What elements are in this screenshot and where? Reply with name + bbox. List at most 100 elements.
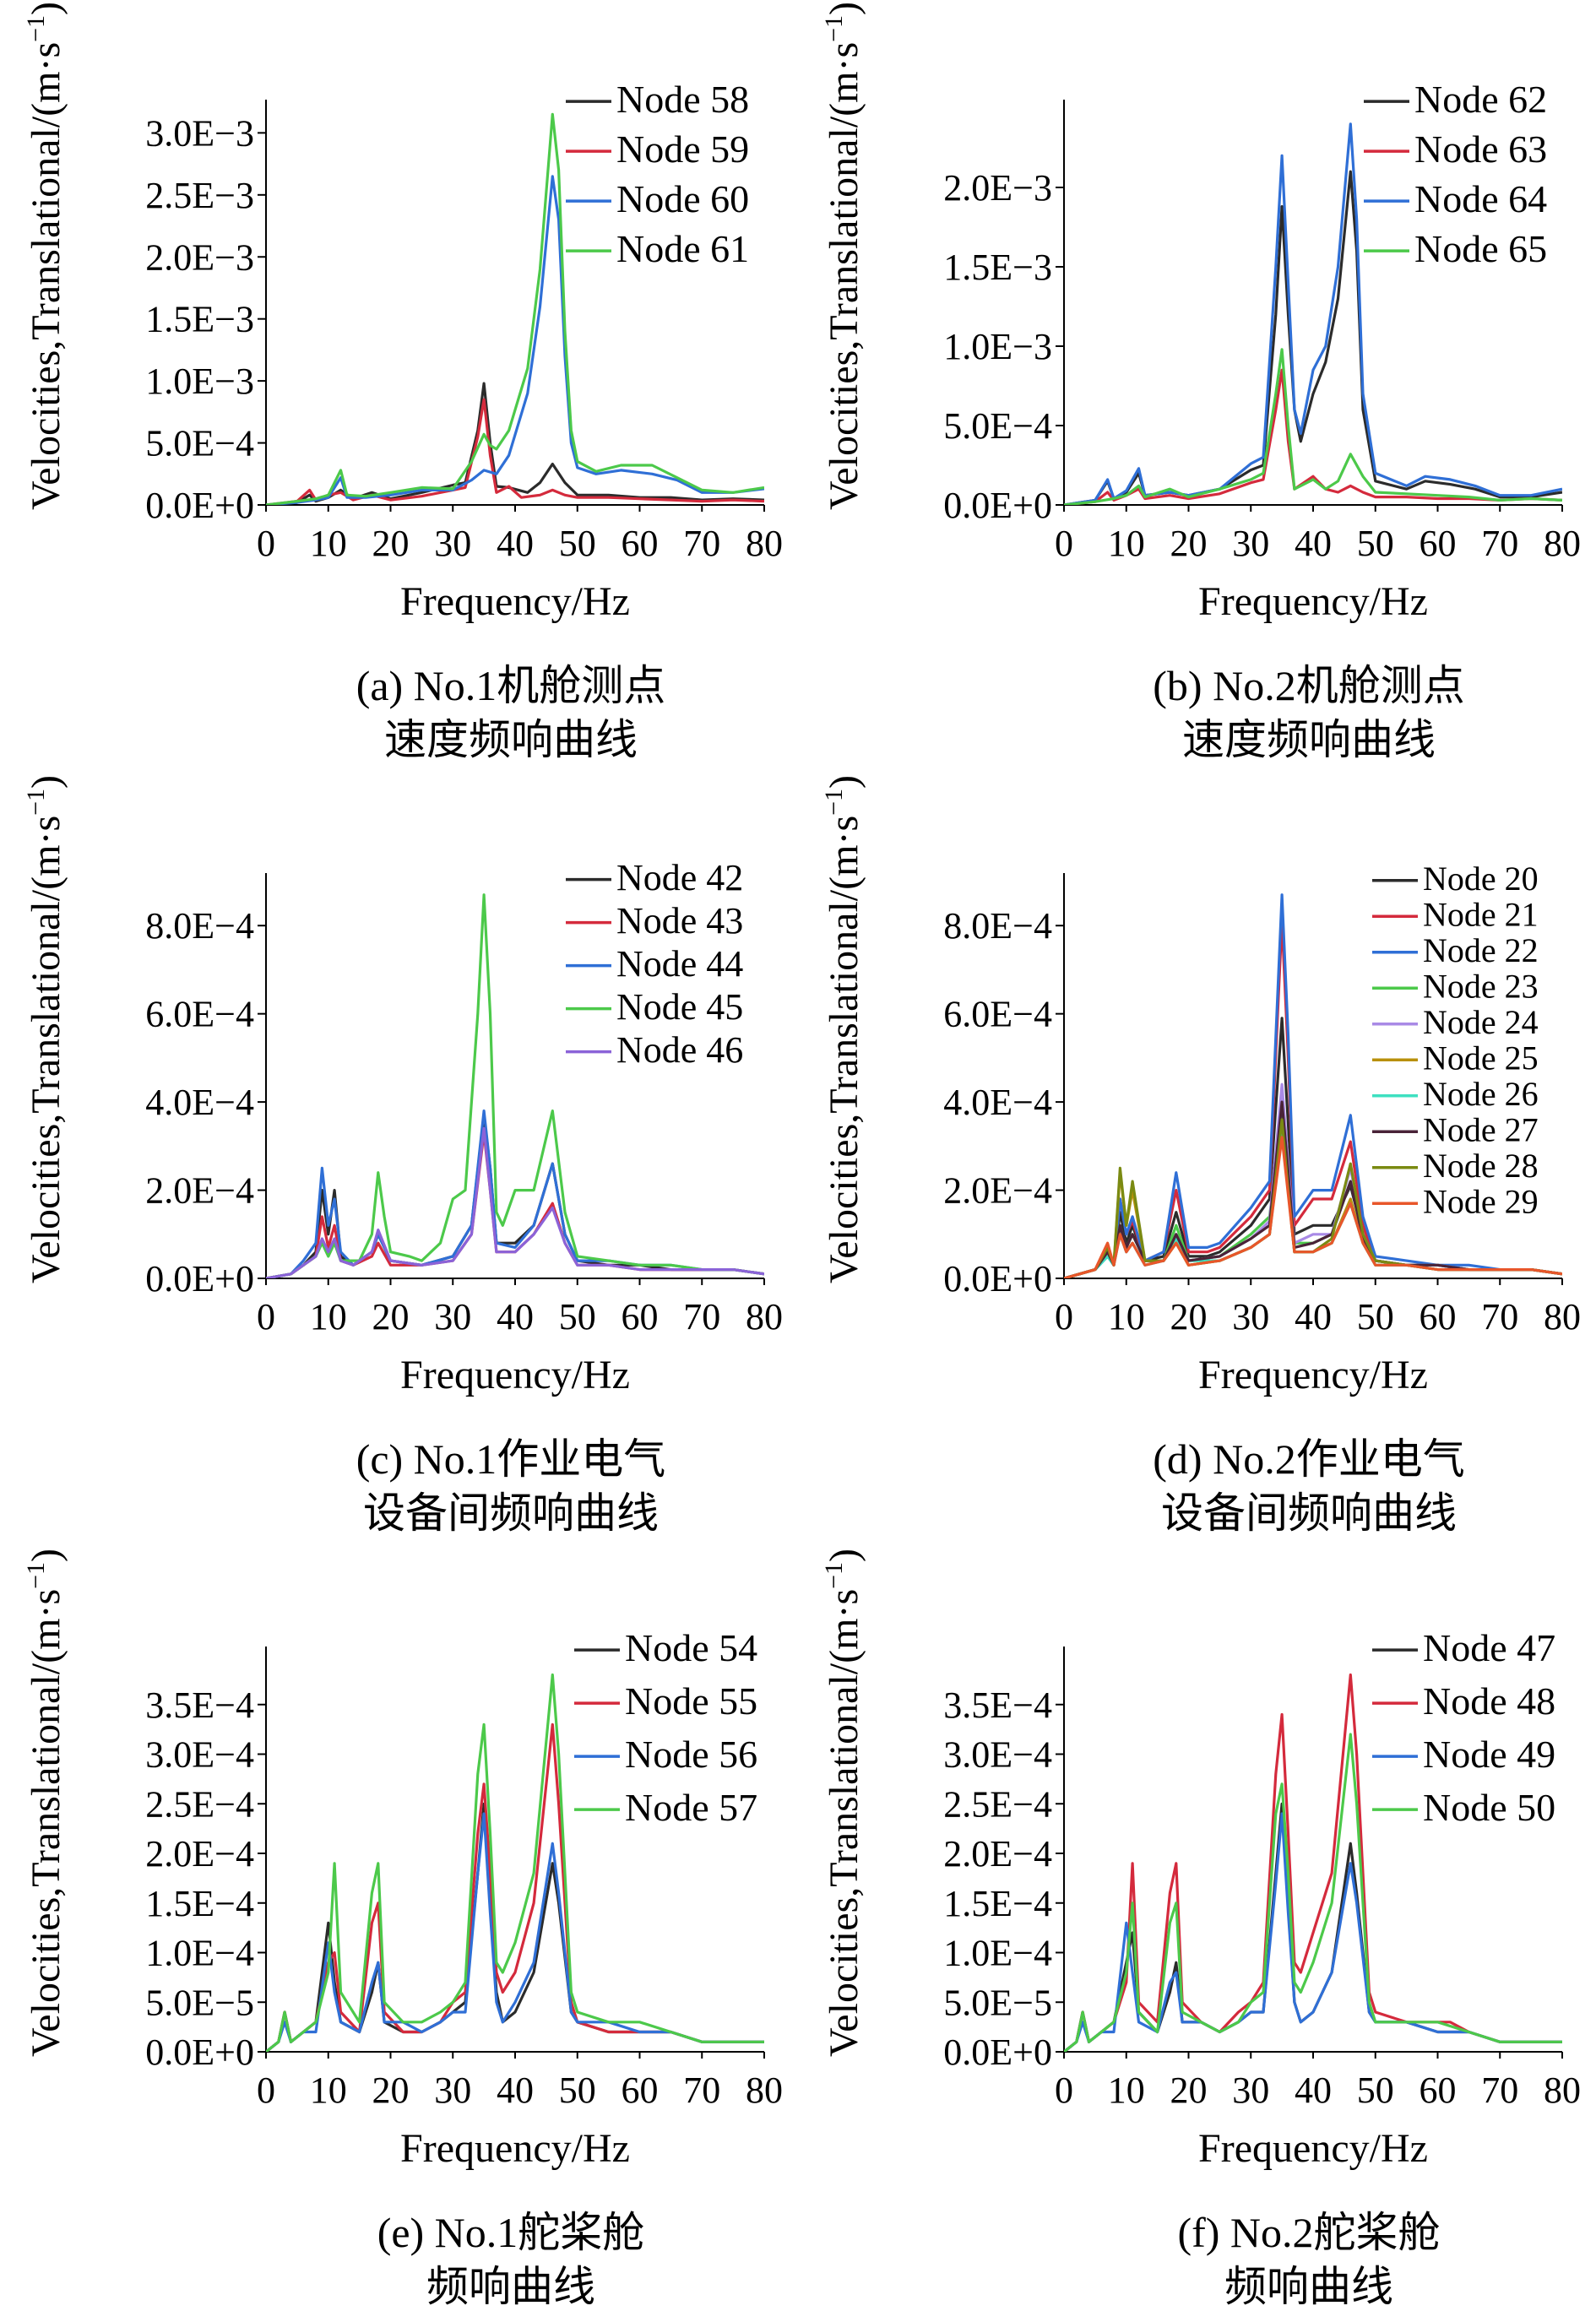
chart-b-x-tick-label: 60 xyxy=(1420,523,1457,564)
chart-c-legend-label: Node 44 xyxy=(616,943,743,985)
chart-e-legend-label: Node 56 xyxy=(625,1733,757,1776)
chart-e-y-tick-label: 5.0E−5 xyxy=(145,1982,254,2023)
chart-c-title: (c) No.1作业电气 xyxy=(356,1435,666,1483)
chart-d-legend-label: Node 29 xyxy=(1423,1183,1539,1221)
chart-d-legend-label: Node 27 xyxy=(1423,1111,1539,1149)
chart-d-subtitle: 设备间频响曲线 xyxy=(1161,1489,1457,1537)
chart-b-series-node-65 xyxy=(1064,348,1562,505)
chart-f-y-tick-label: 2.5E−4 xyxy=(943,1783,1052,1825)
chart-e-y-tick-label: 1.0E−4 xyxy=(145,1933,254,1974)
chart-a-series-node-61 xyxy=(266,112,764,505)
chart-d-x-tick-label: 80 xyxy=(1544,1296,1581,1337)
chart-panel-d: 0.0E+0 2.0E−4 4.0E−4 6.0E−4 8.0E−4 0 10 20 30 40 5… xyxy=(798,773,1596,1547)
chart-b-legend-label: Node 64 xyxy=(1414,177,1547,220)
chart-d-legend-label: Node 22 xyxy=(1423,931,1539,969)
chart-e-y-tick-label: 3.5E−4 xyxy=(145,1685,254,1726)
chart-c-subtitle: 设备间频响曲线 xyxy=(363,1489,659,1537)
chart-a-y-label: Velocities,Translational/(m·s−1) xyxy=(22,2,68,510)
chart-d-legend-label: Node 25 xyxy=(1423,1039,1539,1077)
chart-f-y-tick-label: 0.0E+0 xyxy=(943,2032,1052,2073)
chart-a-x-tick-label: 50 xyxy=(559,523,596,564)
chart-d-x-tick-label: 0 xyxy=(1055,1296,1073,1337)
chart-e-y-tick-label: 1.5E−4 xyxy=(145,1883,254,1924)
chart-a-svg: 0.0E+0 5.0E−4 1.0E−3 1.5E−3 2.0E−3 2.5E−3 3.0E… xyxy=(22,2,783,624)
chart-a-x-tick-label: 60 xyxy=(622,523,659,564)
chart-b-legend-label: Node 65 xyxy=(1414,227,1547,270)
chart-e-x-tick-label: 0 xyxy=(257,2070,275,2111)
chart-d-series-node-27 xyxy=(1064,1100,1562,1278)
chart-a-legend-label: Node 60 xyxy=(616,177,749,220)
chart-a-title: (a) No.1机舱测点 xyxy=(356,662,666,709)
chart-c-series-node-46 xyxy=(266,1126,764,1278)
chart-f-legend-label: Node 48 xyxy=(1423,1679,1555,1723)
chart-e-series-node-54 xyxy=(266,1802,764,2052)
chart-f-x-tick-label: 80 xyxy=(1544,2070,1581,2111)
chart-e-x-label: Frequency/Hz xyxy=(400,2126,630,2171)
chart-c-x-tick-label: 50 xyxy=(559,1296,596,1337)
chart-a-legend-label: Node 58 xyxy=(616,78,749,121)
chart-b-x-tick-label: 10 xyxy=(1108,523,1145,564)
chart-d-series-node-29 xyxy=(1064,1136,1562,1278)
chart-d-y-tick-label: 4.0E−4 xyxy=(943,1082,1052,1123)
chart-f-y-tick-label: 3.0E−4 xyxy=(943,1734,1052,1776)
chart-d-legend-label: Node 28 xyxy=(1423,1147,1539,1185)
chart-d-y-label: Velocities,Translational/(m·s−1) xyxy=(820,775,866,1283)
chart-d-legend-label: Node 21 xyxy=(1423,896,1539,934)
chart-panel-c: 0.0E+0 2.0E−4 4.0E−4 6.0E−4 8.0E−4 0 10 20 30 40 5… xyxy=(0,773,798,1547)
chart-e-x-tick-label: 40 xyxy=(497,2070,534,2111)
chart-c-legend-label: Node 42 xyxy=(616,857,743,898)
chart-e-y-tick-label: 3.0E−4 xyxy=(145,1734,254,1776)
chart-e-series-node-57 xyxy=(266,1673,764,2052)
chart-d-y-tick-label: 2.0E−4 xyxy=(943,1170,1052,1212)
chart-f-x-tick-label: 50 xyxy=(1357,2070,1394,2111)
chart-d-y-tick-label: 8.0E−4 xyxy=(943,905,1052,947)
chart-d-title: (d) No.2作业电气 xyxy=(1153,1435,1465,1483)
chart-d-caption: (d) No.2作业电气 设备间频响曲线 xyxy=(1060,1432,1558,1540)
chart-f-legend-label: Node 50 xyxy=(1423,1786,1555,1829)
chart-a-caption: (a) No.1机舱测点 速度频响曲线 xyxy=(262,659,760,767)
chart-c-y-tick-label: 8.0E−4 xyxy=(145,905,254,947)
chart-c-x-tick-label: 40 xyxy=(497,1296,534,1337)
chart-e-x-tick-label: 70 xyxy=(683,2070,720,2111)
chart-c-y-tick-label: 6.0E−4 xyxy=(145,994,254,1035)
chart-c-y-tick-label: 4.0E−4 xyxy=(145,1082,254,1123)
chart-f-y-tick-label: 2.0E−4 xyxy=(943,1833,1052,1874)
chart-c-x-tick-label: 10 xyxy=(310,1296,347,1337)
chart-f-x-tick-label: 0 xyxy=(1055,2070,1073,2111)
chart-a-y-tick-label: 2.5E−3 xyxy=(145,175,254,216)
chart-b-y-label: Velocities,Translational/(m·s−1) xyxy=(820,2,866,510)
chart-b-y-tick-label: 2.0E−3 xyxy=(943,167,1052,209)
chart-a-x-tick-label: 0 xyxy=(257,523,275,564)
chart-f-x-tick-label: 40 xyxy=(1295,2070,1332,2111)
chart-e-x-tick-label: 10 xyxy=(310,2070,347,2111)
chart-b-legend-label: Node 62 xyxy=(1414,78,1547,121)
chart-b-series-node-62 xyxy=(1064,170,1562,505)
chart-c-legend-label: Node 45 xyxy=(616,986,743,1028)
chart-c-y-tick-label: 2.0E−4 xyxy=(145,1170,254,1212)
chart-d-x-tick-label: 30 xyxy=(1232,1296,1269,1337)
chart-a-legend-label: Node 61 xyxy=(616,227,749,270)
chart-f-caption: (f) No.2舵桨舱 频响曲线 xyxy=(1060,2205,1558,2314)
chart-a-x-tick-label: 30 xyxy=(434,523,471,564)
chart-a-x-tick-label: 20 xyxy=(372,523,410,564)
chart-c-series-node-45 xyxy=(266,893,764,1278)
chart-e-title: (e) No.1舵桨舱 xyxy=(377,2209,645,2256)
chart-f-x-label: Frequency/Hz xyxy=(1198,2126,1428,2171)
chart-b-y-tick-label: 1.5E−3 xyxy=(943,247,1052,288)
chart-b-legend-label: Node 63 xyxy=(1414,127,1547,171)
chart-f-title: (f) No.2舵桨舱 xyxy=(1177,2209,1441,2256)
chart-d-legend-label: Node 23 xyxy=(1423,968,1539,1006)
chart-d-legend-label: Node 20 xyxy=(1423,860,1539,898)
chart-e-caption: (e) No.1舵桨舱 频响曲线 xyxy=(262,2205,760,2314)
chart-a-x-tick-label: 70 xyxy=(683,523,720,564)
chart-e-series-node-55 xyxy=(266,1723,764,2052)
chart-f-x-tick-label: 70 xyxy=(1481,2070,1518,2111)
chart-f-y-tick-label: 3.5E−4 xyxy=(943,1685,1052,1726)
chart-c-x-tick-label: 80 xyxy=(746,1296,783,1337)
chart-b-svg: 0.0E+0 5.0E−4 1.0E−3 1.5E−3 2.0E−3 0 10 20 30 40 5… xyxy=(820,2,1581,624)
chart-e-y-tick-label: 0.0E+0 xyxy=(145,2032,254,2073)
chart-b-subtitle: 速度频响曲线 xyxy=(1182,716,1436,763)
chart-c-y-label: Velocities,Translational/(m·s−1) xyxy=(22,775,68,1283)
chart-a-x-label: Frequency/Hz xyxy=(400,579,630,624)
